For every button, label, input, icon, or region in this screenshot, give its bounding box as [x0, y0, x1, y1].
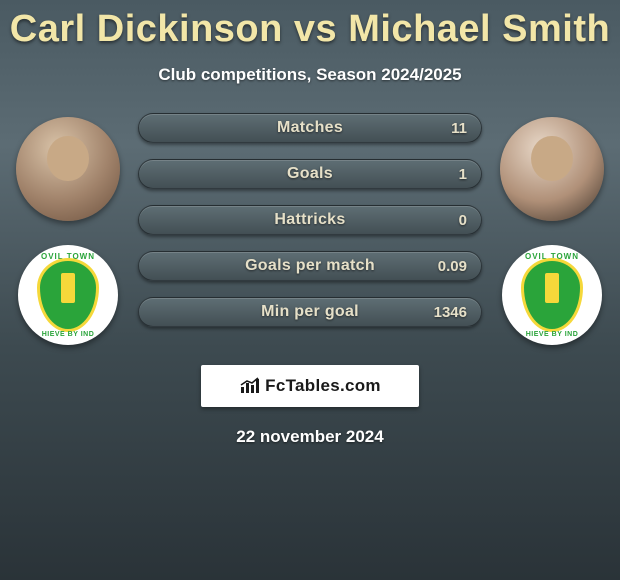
brand-badge: FcTables.com [201, 365, 419, 407]
stat-row: Min per goal 1346 [138, 297, 482, 327]
shield-icon [521, 258, 583, 332]
stat-row: Goals 1 [138, 159, 482, 189]
player1-avatar [16, 117, 120, 221]
brand-text: FcTables.com [265, 376, 381, 396]
stat-value-p2: 0 [459, 212, 467, 229]
player1-club-crest: OVIL TOWN HIEVE BY IND [18, 245, 118, 345]
stat-label: Matches [277, 119, 343, 137]
stat-label: Goals per match [245, 257, 375, 275]
stat-row: Hattricks 0 [138, 205, 482, 235]
player2-club-crest: OVIL TOWN HIEVE BY IND [502, 245, 602, 345]
stat-row: Matches 11 [138, 113, 482, 143]
stat-label: Min per goal [261, 303, 359, 321]
stat-row: Goals per match 0.09 [138, 251, 482, 281]
date-text: 22 november 2024 [0, 427, 620, 447]
shield-icon [37, 258, 99, 332]
crest-text-bot: HIEVE BY IND [42, 331, 95, 338]
subtitle: Club competitions, Season 2024/2025 [0, 65, 620, 85]
comparison-content: OVIL TOWN HIEVE BY IND Matches 11 Goals … [0, 113, 620, 345]
player2-avatar [500, 117, 604, 221]
stat-value-p2: 1 [459, 166, 467, 183]
stat-value-p2: 0.09 [438, 258, 467, 275]
page-title: Carl Dickinson vs Michael Smith [0, 0, 620, 51]
stat-label: Hattricks [274, 211, 345, 229]
player2-column: OVIL TOWN HIEVE BY IND [500, 113, 604, 345]
chart-icon [239, 377, 261, 395]
stat-value-p2: 1346 [434, 304, 467, 321]
stats-list: Matches 11 Goals 1 Hattricks 0 Goals per… [138, 113, 482, 327]
stat-value-p2: 11 [451, 120, 467, 137]
stat-label: Goals [287, 165, 333, 183]
crest-text-bot: HIEVE BY IND [526, 331, 579, 338]
player1-column: OVIL TOWN HIEVE BY IND [16, 113, 120, 345]
